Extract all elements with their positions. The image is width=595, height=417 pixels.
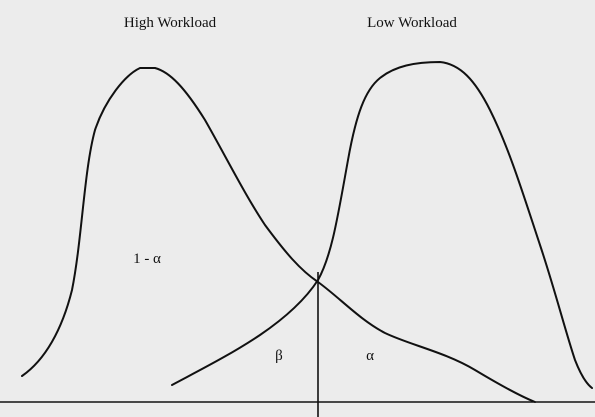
high-workload-curve (21, 67, 536, 403)
high-workload-label: High Workload (124, 15, 217, 31)
beta-label: β (275, 348, 283, 364)
one-minus-alpha-label: 1 - α (133, 251, 161, 267)
alpha-label: α (366, 348, 374, 364)
low-workload-curve (171, 61, 593, 389)
low-workload-label: Low Workload (367, 15, 457, 31)
